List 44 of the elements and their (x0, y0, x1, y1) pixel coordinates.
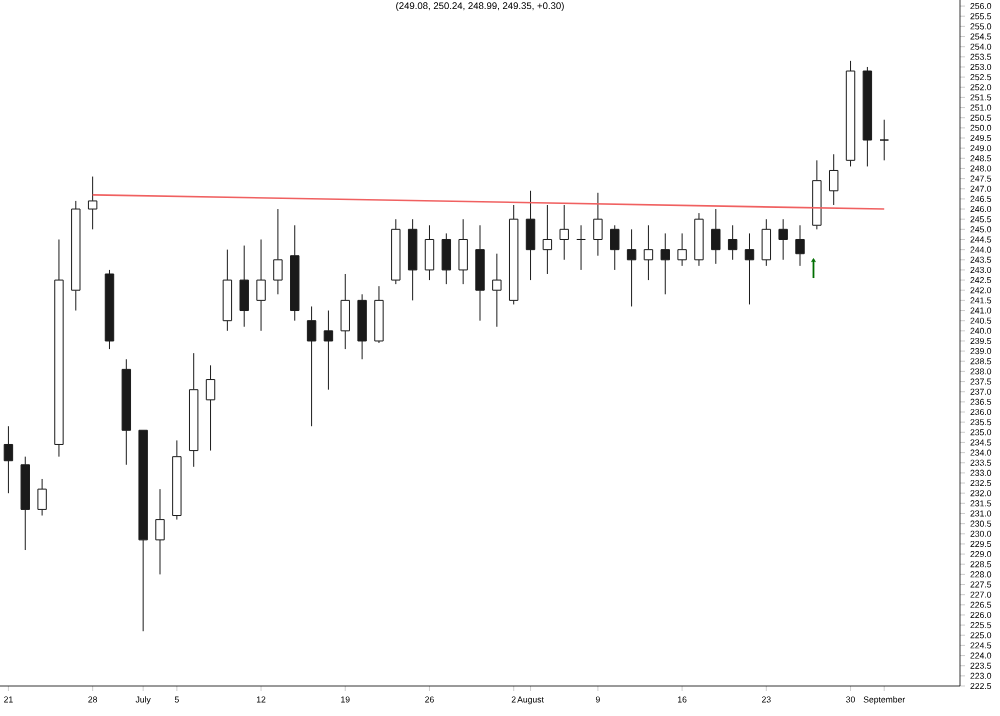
candlestick (744, 232, 755, 305)
candlestick (694, 212, 704, 267)
candlestick (3, 425, 14, 494)
candlestick (424, 224, 435, 281)
candlestick (239, 245, 249, 328)
candlestick (660, 232, 670, 295)
candlestick (542, 204, 553, 275)
candlestick (727, 224, 738, 261)
candlestick (778, 218, 788, 261)
candlestick (879, 119, 889, 161)
candlestick (761, 218, 772, 267)
candlestick (205, 364, 216, 452)
candlestick (525, 190, 536, 281)
candlestick (172, 439, 182, 521)
candlestick (188, 352, 199, 468)
candlestick (121, 358, 132, 466)
candlestick (37, 478, 47, 517)
candlestick (357, 293, 367, 360)
candlestick (155, 488, 165, 575)
candlestick (795, 224, 805, 267)
candlestick (559, 204, 569, 261)
candlestick (626, 228, 637, 307)
candlestick (54, 238, 64, 458)
candlestick (711, 208, 721, 265)
candlestick (441, 232, 452, 285)
candlestick (222, 249, 233, 332)
candlestick (492, 253, 502, 328)
candlestick (273, 208, 283, 295)
candlestick (340, 273, 350, 350)
candlestick (475, 224, 485, 322)
candlestick (256, 238, 266, 332)
candlestick (290, 224, 300, 322)
candlestick (828, 153, 839, 206)
candlestick (812, 159, 822, 230)
candlestick (643, 224, 654, 281)
candlestick (323, 310, 334, 391)
candlestick (407, 218, 418, 301)
candlestick (458, 218, 468, 285)
candlestick (677, 232, 687, 267)
candlestick (593, 192, 603, 257)
candlestick (306, 305, 317, 427)
candlestick (610, 224, 620, 271)
candlestick (87, 176, 98, 230)
candlestick (374, 285, 384, 344)
